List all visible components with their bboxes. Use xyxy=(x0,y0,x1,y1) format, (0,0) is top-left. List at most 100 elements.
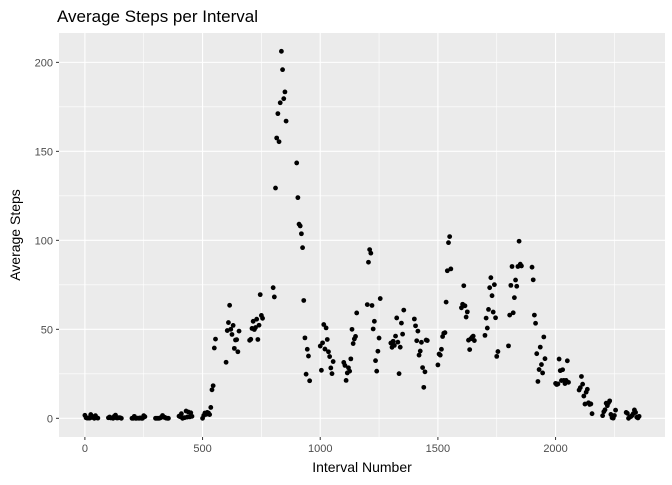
data-point xyxy=(536,367,542,372)
data-point xyxy=(510,310,516,316)
data-point xyxy=(624,410,630,416)
data-point xyxy=(511,295,517,301)
data-point xyxy=(166,415,171,421)
data-point xyxy=(282,89,288,95)
data-point xyxy=(260,315,265,321)
data-point xyxy=(411,316,417,322)
data-point xyxy=(273,185,278,191)
y-tick-label: 100 xyxy=(35,235,53,247)
data-point xyxy=(513,277,518,283)
data-point xyxy=(417,348,423,354)
data-point xyxy=(508,282,514,288)
y-tick-label: 200 xyxy=(35,57,53,69)
data-point xyxy=(271,294,277,300)
data-point xyxy=(462,303,468,309)
data-point xyxy=(373,358,378,364)
data-point xyxy=(118,415,124,421)
data-point xyxy=(442,330,448,336)
data-point xyxy=(350,341,356,346)
data-point xyxy=(231,345,237,351)
y-tick-label: 150 xyxy=(35,146,53,158)
data-point xyxy=(297,223,303,229)
data-point xyxy=(208,405,214,410)
data-point xyxy=(256,322,262,328)
data-point xyxy=(343,378,349,383)
data-point xyxy=(579,374,584,379)
data-point xyxy=(95,415,101,421)
data-point xyxy=(320,340,325,346)
data-point xyxy=(236,328,242,334)
data-point xyxy=(602,407,608,413)
data-point xyxy=(281,96,287,102)
data-point xyxy=(516,238,522,244)
data-point xyxy=(326,349,331,355)
data-point xyxy=(470,333,476,339)
data-point xyxy=(390,338,396,344)
data-point xyxy=(600,413,606,419)
data-point xyxy=(227,302,233,308)
data-point xyxy=(283,118,289,124)
data-point xyxy=(394,315,400,321)
data-point xyxy=(377,296,383,301)
data-point xyxy=(327,354,333,359)
data-point xyxy=(514,283,520,289)
data-point xyxy=(560,367,566,373)
data-point xyxy=(463,314,469,320)
data-point xyxy=(414,338,420,344)
data-point xyxy=(368,250,374,256)
data-point xyxy=(580,381,586,387)
data-point xyxy=(486,306,491,312)
data-point xyxy=(276,139,282,145)
data-point xyxy=(294,160,300,166)
data-point xyxy=(530,277,536,283)
data-point xyxy=(209,387,215,393)
data-point xyxy=(302,335,308,341)
data-point xyxy=(370,326,376,332)
data-point xyxy=(419,339,424,345)
data-point xyxy=(342,363,348,368)
data-point xyxy=(396,371,402,377)
data-point xyxy=(228,326,234,332)
x-tick-label: 0 xyxy=(82,443,88,455)
data-point xyxy=(581,393,587,399)
data-point xyxy=(248,336,254,342)
data-point xyxy=(537,344,543,350)
data-point xyxy=(400,331,405,337)
data-point xyxy=(299,231,304,237)
data-point xyxy=(533,320,538,326)
data-point xyxy=(448,266,454,272)
data-point xyxy=(494,353,500,359)
data-point xyxy=(353,334,358,339)
data-point xyxy=(420,365,425,370)
data-point xyxy=(321,322,327,327)
x-tick-label: 500 xyxy=(193,443,211,455)
data-point xyxy=(211,345,217,351)
x-tick-label: 2000 xyxy=(543,443,567,455)
chart-title: Average Steps per Interval xyxy=(57,7,258,26)
x-tick-label: 1500 xyxy=(426,443,450,455)
data-point xyxy=(324,337,330,342)
data-point xyxy=(279,48,284,54)
data-point xyxy=(254,316,260,322)
data-point xyxy=(483,315,489,321)
data-point xyxy=(235,349,241,355)
data-point xyxy=(207,412,213,417)
data-point xyxy=(487,285,493,291)
data-point xyxy=(395,339,401,345)
data-point xyxy=(509,264,515,269)
data-point xyxy=(226,320,231,325)
data-point xyxy=(556,356,562,362)
data-point xyxy=(257,292,263,298)
data-point xyxy=(328,365,334,371)
data-point xyxy=(319,367,324,373)
data-point xyxy=(391,342,397,348)
x-axis-title: Interval Number xyxy=(312,459,412,475)
data-point xyxy=(613,407,618,413)
y-tick-label: 0 xyxy=(47,413,53,425)
data-point xyxy=(323,325,329,331)
data-point xyxy=(506,343,511,349)
data-point xyxy=(446,240,451,246)
data-point xyxy=(304,346,310,352)
data-point xyxy=(366,259,371,265)
